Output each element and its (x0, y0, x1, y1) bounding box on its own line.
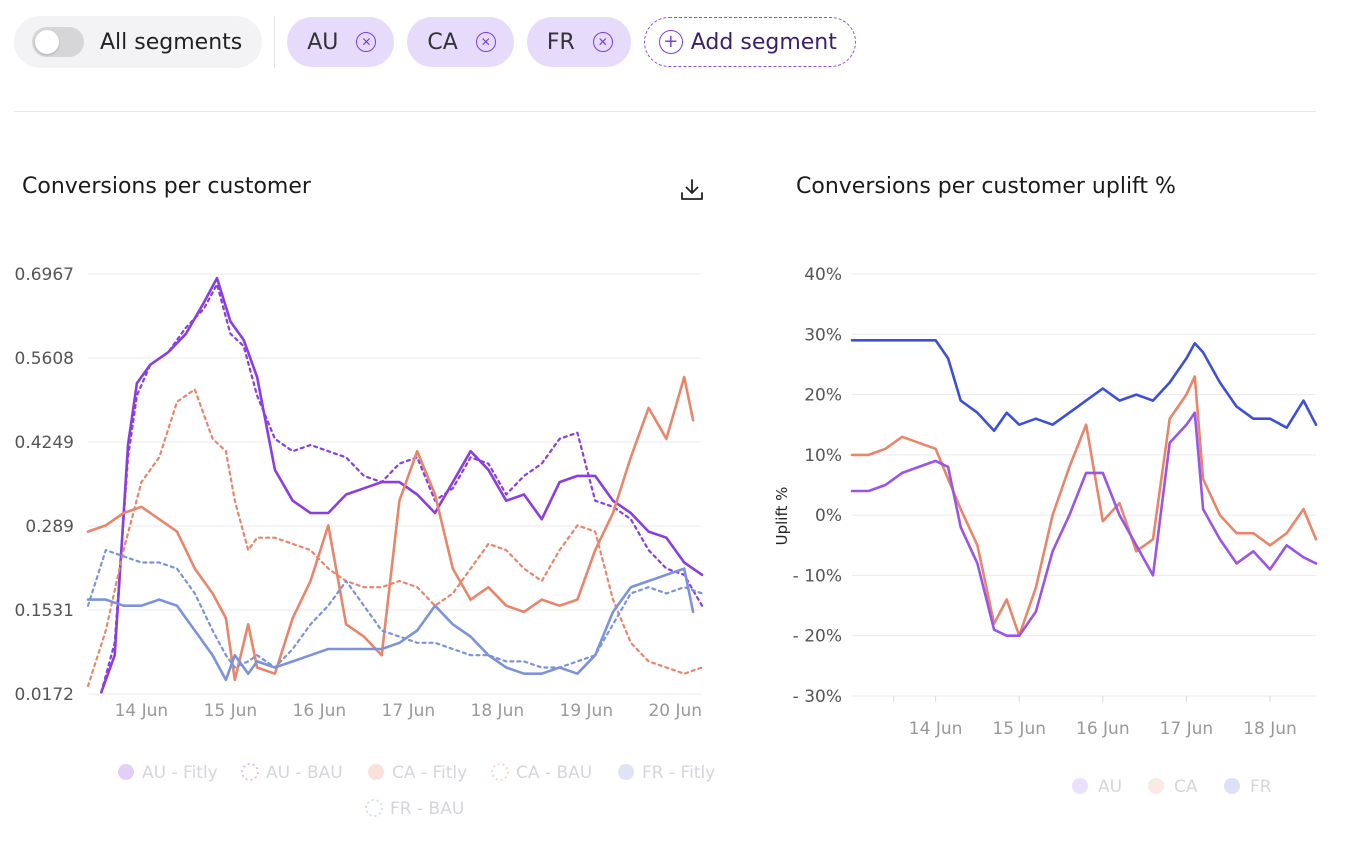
plus-icon: + (658, 30, 683, 54)
y-tick-label: 0.4249 (15, 433, 74, 453)
header-divider (14, 111, 1316, 112)
add-segment-button[interactable]: + Add segment (643, 17, 856, 67)
legend-label[interactable]: CA (1174, 777, 1198, 797)
x-tick-label: 15 Jun (204, 701, 258, 721)
y-axis-label: Uplift % (773, 487, 791, 546)
series-line-fr-bau (86, 549, 704, 669)
download-icon[interactable] (678, 176, 706, 204)
segment-chip-label: CA (427, 29, 458, 55)
x-tick-label: 14 Jun (909, 719, 963, 739)
x-tick-label: 14 Jun (115, 701, 169, 721)
x-tick-label: 16 Jun (293, 701, 347, 721)
legend-label[interactable]: CA - BAU (516, 763, 592, 783)
y-tick-label: 0.289 (25, 517, 74, 537)
x-tick-label: 19 Jun (560, 701, 614, 721)
uplift-line-ca (850, 375, 1318, 638)
legend-label[interactable]: FR - BAU (390, 799, 464, 819)
legend-label[interactable]: AU - Fitly (142, 763, 218, 783)
all-segments-toggle[interactable]: All segments (14, 16, 263, 68)
legend-label[interactable]: AU (1098, 777, 1122, 797)
y-tick-label: 0.5608 (15, 349, 74, 369)
segment-chip-au[interactable]: AU ✕ (287, 17, 395, 67)
y-tick-label: 0% (815, 506, 842, 526)
y-tick-label: - 30% (793, 687, 842, 707)
x-tick-label: 18 Jun (471, 701, 525, 721)
legend-marker (618, 764, 634, 780)
remove-segment-icon[interactable]: ✕ (475, 32, 496, 52)
legend-label[interactable]: CA - Fitly (392, 763, 467, 783)
x-tick-label: 17 Jun (1160, 719, 1214, 739)
series-line-au-bau (100, 283, 704, 694)
legend-marker (241, 763, 259, 781)
x-tick-label: 18 Jun (1243, 719, 1297, 739)
y-tick-label: 0.6967 (15, 265, 74, 285)
uplift-chart: 40% 30% 20% 10% 0% - 10% - 20% - 30% 14 Jun 15 J… (773, 265, 1318, 797)
toggle-switch[interactable] (32, 27, 84, 57)
remove-segment-icon[interactable]: ✕ (592, 32, 613, 52)
y-tick-label: 0.0172 (15, 685, 74, 705)
x-tick-label: 17 Jun (382, 701, 436, 721)
y-tick-label: 0.1531 (15, 601, 74, 621)
x-tick-label: 15 Jun (992, 719, 1046, 739)
legend-label[interactable]: FR - Fitly (642, 763, 715, 783)
segment-chip-label: FR (546, 29, 575, 55)
filter-divider (274, 16, 276, 68)
legend-marker (1224, 778, 1240, 794)
series-line-ca-bau (86, 388, 704, 688)
conversions-chart: 0.6967 0.5608 0.4249 0.289 0.1531 0.0172 14 J… (15, 265, 716, 819)
segment-chip-fr[interactable]: FR ✕ (526, 17, 631, 67)
y-tick-label: 10% (804, 446, 842, 466)
series-line-ca-fitly (86, 375, 695, 682)
legend-marker (365, 799, 383, 817)
y-tick-label: 40% (804, 265, 842, 285)
legend-marker (1148, 778, 1164, 794)
y-tick-label: - 20% (793, 627, 842, 647)
segment-chip-label: AU (307, 29, 339, 55)
segment-filter-bar: All segments AU ✕ CA ✕ FR ✕ + Add segmen… (14, 16, 856, 68)
y-tick-label: - 10% (793, 566, 842, 586)
remove-segment-icon[interactable]: ✕ (356, 32, 377, 52)
y-tick-label: 20% (804, 386, 842, 406)
x-tick-label: 20 Jun (648, 701, 702, 721)
legend-marker (118, 764, 134, 780)
uplift-line-fr (850, 339, 1318, 432)
legend-marker (1072, 778, 1088, 794)
toggle-knob (35, 30, 59, 54)
toggle-label: All segments (100, 29, 243, 55)
legend-label[interactable]: FR (1250, 777, 1272, 797)
chart-title-conversions: Conversions per customer (22, 174, 311, 199)
x-tick-label: 16 Jun (1076, 719, 1130, 739)
legend-label[interactable]: AU - BAU (266, 763, 343, 783)
chart-title-uplift: Conversions per customer uplift % (796, 174, 1176, 199)
legend-marker (491, 763, 509, 781)
y-tick-label: 30% (804, 325, 842, 345)
add-segment-label: Add segment (690, 29, 837, 55)
series-line-au-fitly (100, 276, 704, 694)
segment-chip-ca[interactable]: CA ✕ (407, 17, 514, 67)
uplift-line-au (850, 411, 1318, 638)
legend-marker (368, 764, 384, 780)
